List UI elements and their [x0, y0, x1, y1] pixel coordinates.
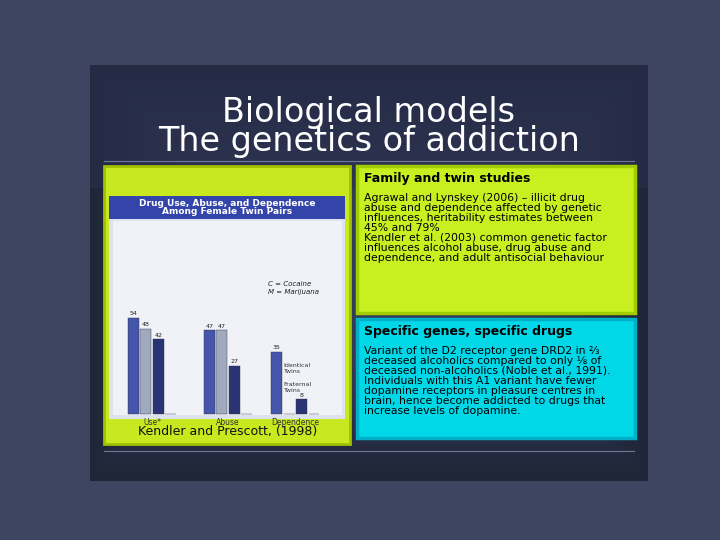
Bar [270, 244, 468, 302]
Text: dependence, and adult antisocial behaviour: dependence, and adult antisocial behavio… [364, 253, 603, 264]
Bar [152, 126, 586, 419]
Text: Fraternal: Fraternal [284, 382, 312, 387]
Text: Specific genes, specific drugs: Specific genes, specific drugs [364, 325, 572, 338]
Text: Among Female Twin Pairs: Among Female Twin Pairs [162, 207, 292, 217]
Text: Use*: Use* [143, 418, 161, 427]
Bar [121, 96, 617, 450]
Bar [220, 194, 518, 351]
Bar [229, 366, 240, 414]
Text: Drug Use, Abuse, and Dependence: Drug Use, Abuse, and Dependence [139, 199, 315, 208]
Text: Kendler and Prescott, (1998): Kendler and Prescott, (1998) [138, 425, 317, 438]
Text: Individuals with this A1 variant have fewer: Individuals with this A1 variant have fe… [364, 376, 596, 386]
Bar [233, 206, 505, 339]
Text: abuse and dependence affected by genetic: abuse and dependence affected by genetic [364, 204, 601, 213]
Bar [204, 330, 215, 414]
Bar [208, 182, 530, 363]
FancyBboxPatch shape [109, 195, 345, 419]
Text: increase levels of dopamine.: increase levels of dopamine. [364, 406, 520, 416]
Bar [202, 176, 536, 370]
Text: Dependence: Dependence [271, 418, 320, 427]
Text: Agrawal and Lynskey (2006) – illicit drug: Agrawal and Lynskey (2006) – illicit dru… [364, 193, 585, 204]
Bar [177, 151, 561, 394]
Bar [140, 114, 598, 431]
Bar [114, 90, 624, 456]
Bar [127, 102, 611, 444]
Text: Kendler et al. (2003) common genetic factor: Kendler et al. (2003) common genetic fac… [364, 233, 606, 244]
Bar [128, 318, 139, 414]
FancyBboxPatch shape [357, 166, 635, 313]
Bar [214, 188, 524, 357]
Bar [264, 237, 474, 308]
Text: 27: 27 [230, 359, 238, 364]
Text: Identical: Identical [284, 362, 311, 368]
Bar [158, 132, 580, 413]
Bar [271, 352, 282, 414]
Text: 48: 48 [142, 322, 150, 327]
Text: 35: 35 [273, 345, 281, 350]
Text: Abuse: Abuse [216, 418, 240, 427]
Text: Twins: Twins [284, 388, 301, 393]
Bar [189, 164, 549, 382]
Text: M = Marijuana: M = Marijuana [269, 289, 319, 295]
Bar [171, 145, 567, 401]
Bar [153, 339, 163, 414]
Bar [164, 139, 574, 407]
Text: Variant of the D2 receptor gene DRD2 in ⅔: Variant of the D2 receptor gene DRD2 in … [364, 346, 599, 356]
Text: Biological models: Biological models [222, 96, 516, 129]
Bar [216, 330, 228, 414]
Text: 47: 47 [205, 324, 213, 329]
Text: influences, heritability estimates between: influences, heritability estimates betwe… [364, 213, 593, 224]
Text: deceased alcoholics compared to only ⅛ of: deceased alcoholics compared to only ⅛ o… [364, 356, 600, 366]
Bar [239, 213, 499, 333]
Bar [145, 120, 593, 425]
Text: dopamine receptors in pleasure centres in: dopamine receptors in pleasure centres i… [364, 386, 595, 396]
Bar [245, 219, 493, 327]
Bar [251, 225, 487, 320]
Bar [195, 170, 543, 376]
Text: 47: 47 [217, 324, 226, 329]
Text: 42: 42 [154, 333, 162, 338]
Bar [296, 400, 307, 414]
Text: The genetics of addiction: The genetics of addiction [158, 125, 580, 158]
Bar [258, 231, 481, 314]
Text: deceased non-alcoholics (Noble et al., 1991).: deceased non-alcoholics (Noble et al., 1… [364, 366, 610, 376]
FancyBboxPatch shape [109, 195, 345, 219]
Bar [140, 329, 151, 414]
Text: C = Cocaine: C = Cocaine [269, 281, 312, 287]
Text: Twins: Twins [284, 369, 301, 374]
Text: 45% and 79%: 45% and 79% [364, 224, 439, 233]
Bar [90, 65, 648, 188]
Text: influences alcohol abuse, drug abuse and: influences alcohol abuse, drug abuse and [364, 244, 591, 253]
Bar [226, 200, 512, 345]
FancyBboxPatch shape [357, 319, 635, 438]
Text: Family and twin studies: Family and twin studies [364, 172, 530, 185]
Bar [133, 108, 605, 437]
Text: 8: 8 [300, 393, 304, 398]
Text: 54: 54 [130, 312, 138, 316]
Text: brain, hence become addicted to drugs that: brain, hence become addicted to drugs th… [364, 396, 605, 406]
FancyBboxPatch shape [104, 166, 351, 444]
Bar [183, 157, 555, 388]
FancyBboxPatch shape [113, 221, 342, 415]
